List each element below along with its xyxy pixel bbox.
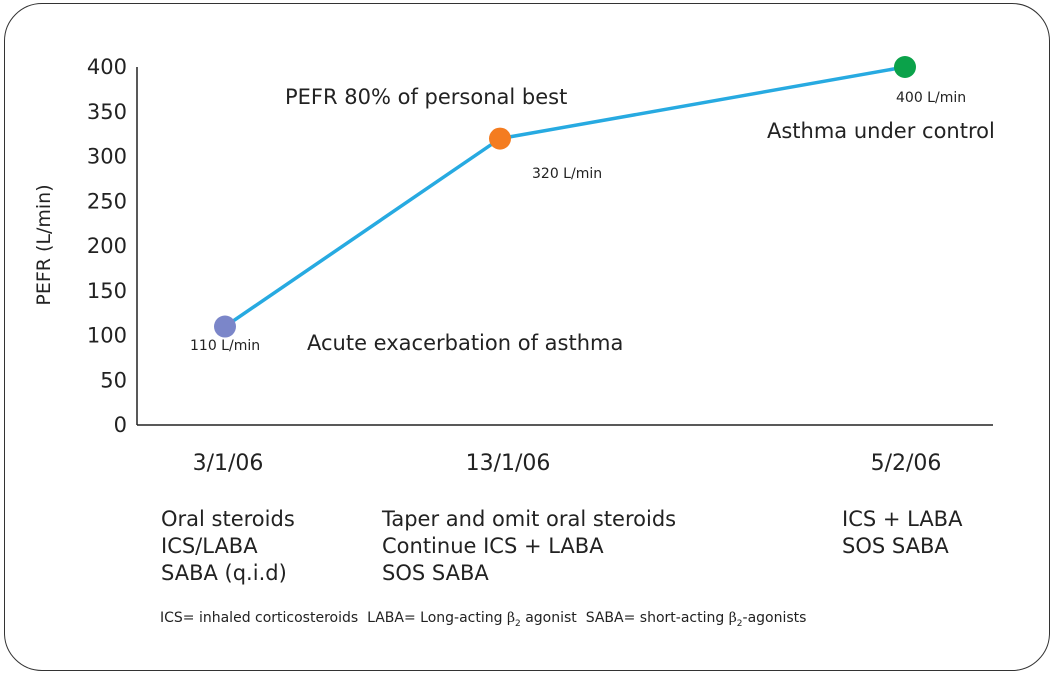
annotation-acute-exacerbation: Acute exacerbation of asthma — [307, 331, 623, 355]
data-point — [214, 315, 236, 338]
footnote-saba: SABA= short-acting — [585, 610, 725, 626]
footnote-ics: ICS= inhaled corticosteroids — [160, 610, 359, 626]
beta-subscript: 2 — [515, 618, 521, 629]
x-tick-label: 13/1/06 — [466, 451, 551, 476]
treatment-line: Taper and omit oral steroids — [382, 507, 677, 531]
y-tick-label: 50 — [100, 368, 127, 392]
treatment-block-1: Oral steroids ICS/LABA SABA (q.i.d) — [161, 506, 295, 587]
annotation-personal-best: PEFR 80% of personal best — [285, 85, 567, 109]
data-point — [894, 56, 916, 78]
y-tick-label: 300 — [87, 145, 127, 169]
y-axis-label: PEFR (L/min) — [33, 184, 55, 305]
y-tick-label: 400 — [87, 55, 127, 79]
treatment-line: ICS + LABA — [842, 507, 963, 531]
y-tick-label: 150 — [87, 279, 127, 303]
treatment-line: SABA (q.i.d) — [161, 561, 287, 585]
y-tick-label: 200 — [87, 234, 127, 258]
treatment-block-2: Taper and omit oral steroids Continue IC… — [382, 506, 676, 587]
beta-symbol: β — [506, 610, 516, 626]
y-tick-label: 100 — [87, 324, 127, 348]
footnote-saba-suffix: -agonists — [742, 610, 807, 626]
abbreviation-footnote: ICS= inhaled corticosteroids LABA= Long-… — [160, 610, 806, 629]
data-label: 400 L/min — [896, 90, 966, 106]
treatment-line: SOS SABA — [842, 534, 949, 558]
y-tick-label: 250 — [87, 189, 127, 213]
chart-frame — [4, 3, 1050, 671]
y-tick-label: 350 — [87, 100, 127, 124]
beta-subscript: 2 — [736, 618, 743, 629]
footnote-laba: LABA= Long-acting — [367, 610, 503, 626]
x-tick-label: 3/1/06 — [193, 451, 264, 476]
treatment-line: Continue ICS + LABA — [382, 534, 604, 558]
data-label: 110 L/min — [190, 338, 260, 354]
data-label: 320 L/min — [532, 166, 602, 182]
footnote-laba-suffix: agonist — [525, 610, 577, 626]
treatment-block-3: ICS + LABA SOS SABA — [842, 506, 962, 560]
annotation-under-control: Asthma under control — [767, 119, 995, 143]
data-point — [489, 127, 511, 150]
x-tick-label: 5/2/06 — [871, 451, 942, 476]
treatment-line: ICS/LABA — [161, 534, 258, 558]
beta-symbol: β — [728, 610, 737, 626]
y-tick-label: 0 — [114, 413, 127, 437]
treatment-line: Oral steroids — [161, 507, 295, 531]
treatment-line: SOS SABA — [382, 561, 489, 585]
